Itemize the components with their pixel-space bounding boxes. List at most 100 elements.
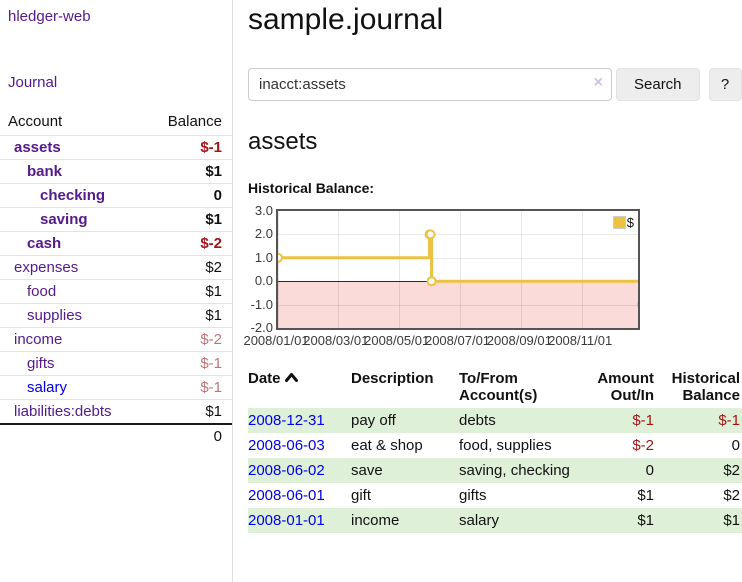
x-tick-label: 2008/07/01 [424,333,491,348]
x-tick-label: 2008/05/01 [364,333,430,348]
account-link[interactable]: cash [27,235,62,252]
search-form: × Search ? [248,68,742,101]
accounts-col-balance: Balance [167,113,222,130]
register-row: 2008-12-31 pay off debts $-1 $-1 [248,408,742,433]
account-link[interactable]: bank [27,163,63,180]
sidebar: hledger-web Journal Account Balance asse… [0,0,233,582]
transaction-balance: $1 [723,512,740,529]
account-balance: $1 [205,283,222,300]
historical-balance-chart: $ 2008/01/01 2008/03/01 2008/05/01 2008/07/… [243,204,742,349]
transaction-balance: $-1 [718,412,740,429]
chart-plot-area: $ [276,209,640,330]
register-row: 2008-06-02 save saving, checking 0 $2 [248,458,742,483]
account-balance: $-1 [200,355,222,372]
transaction-amount: $1 [637,512,654,529]
account-balance: $-1 [200,139,222,156]
register-table: Date Description To/From Account(s) Amou… [248,368,742,533]
x-tick-label: 2008/09/01 [486,333,552,348]
register-row: 2008-06-01 gift gifts $1 $2 [248,483,742,508]
gridline [278,211,279,328]
account-link[interactable]: assets [14,139,61,156]
account-balance: $-1 [200,379,222,396]
y-tick-label: 0.0 [254,273,273,289]
search-box: × [248,68,612,101]
account-row: supplies $1 [0,303,232,327]
transaction-date-link[interactable]: 2008-06-03 [248,437,325,454]
register-col-amount: Amount Out/In [597,370,654,404]
transaction-date-link[interactable]: 2008-06-01 [248,487,325,504]
account-balance: $-2 [200,235,222,252]
account-row: gifts $-1 [0,351,232,375]
balance-line [278,229,638,308]
legend-label: $ [626,215,634,230]
main-content: sample.journal × Search ? assets Histori… [243,0,742,533]
negative-region [278,281,638,328]
account-row: income $-2 [0,327,232,351]
transaction-description: gift [351,487,372,504]
search-input[interactable] [248,68,612,101]
chart-legend: $ [612,215,634,230]
transaction-accounts: gifts [459,487,487,504]
account-row: food $1 [0,279,232,303]
accounts-table: Account Balance assets $-1 bank $1 checking 0… [0,109,232,448]
register-row: 2008-01-01 income salary $1 $1 [248,508,742,533]
account-link[interactable]: saving [40,211,88,228]
transaction-description: pay off [351,412,396,429]
sort-asc-icon [284,370,298,387]
account-link[interactable]: salary [27,379,68,396]
gridline [278,304,638,306]
transaction-date-link[interactable]: 2008-12-31 [248,412,325,429]
account-heading: assets [248,128,318,155]
account-link[interactable]: income [14,331,63,348]
account-link[interactable]: liabilities:debts [14,403,112,420]
gridline [278,257,638,259]
account-balance: $1 [205,211,222,228]
account-link[interactable]: food [27,283,57,300]
account-link[interactable]: supplies [27,307,83,324]
legend-swatch-icon [612,216,626,229]
accounts-total-value: 0 [213,428,222,445]
transaction-date-link[interactable]: 2008-01-01 [248,512,325,529]
register-row: 2008-06-03 eat & shop food, supplies $-2 0 [248,433,742,458]
account-row: checking 0 [0,183,232,207]
chart-x-axis: 2008/01/01 2008/03/01 2008/05/01 2008/07/01… [243,330,640,348]
gridline [582,211,584,328]
account-row: cash $-2 [0,231,232,255]
y-tick-label: 3.0 [254,203,273,218]
account-row: bank $1 [0,159,232,183]
x-tick-label: 2008/01/01 [243,333,309,348]
accounts-col-account: Account [8,113,63,130]
clear-search-icon[interactable]: × [593,74,603,91]
gridline [521,211,523,328]
register-col-balance: Historical Balance [671,370,740,404]
account-link[interactable]: expenses [14,259,79,276]
help-button[interactable]: ? [708,68,742,101]
account-row: assets $-1 [0,135,232,159]
transaction-balance: 0 [731,437,740,454]
brand-link[interactable]: hledger-web [8,8,91,25]
y-tick-label: 2.0 [254,226,273,242]
transaction-accounts: food, supplies [459,437,552,454]
accounts-rows: assets $-1 bank $1 checking 0 saving $1 cash $-2 e… [0,135,232,423]
account-row: saving $1 [0,207,232,231]
y-tick-label: -1.0 [250,296,273,312]
account-row: expenses $2 [0,255,232,279]
account-balance: $1 [205,307,222,324]
account-link[interactable]: gifts [27,355,55,372]
transaction-description: eat & shop [351,437,423,454]
gridline [398,211,400,328]
x-tick-label: 2008/03/01 [303,333,369,348]
account-link[interactable]: checking [40,187,106,204]
x-tick-label: 2008/11/01 [548,333,613,348]
transaction-date-link[interactable]: 2008-06-02 [248,462,325,479]
transaction-amount: 0 [645,462,654,479]
account-balance: $1 [205,403,222,420]
register-col-date[interactable]: Date [248,368,345,408]
transaction-accounts: debts [459,412,496,429]
gridline [459,211,461,328]
transaction-description: income [351,512,400,529]
search-button[interactable]: Search [616,68,700,101]
transaction-amount: $-2 [632,437,654,454]
transaction-amount: $1 [637,487,654,504]
nav-journal-link[interactable]: Journal [8,74,58,91]
